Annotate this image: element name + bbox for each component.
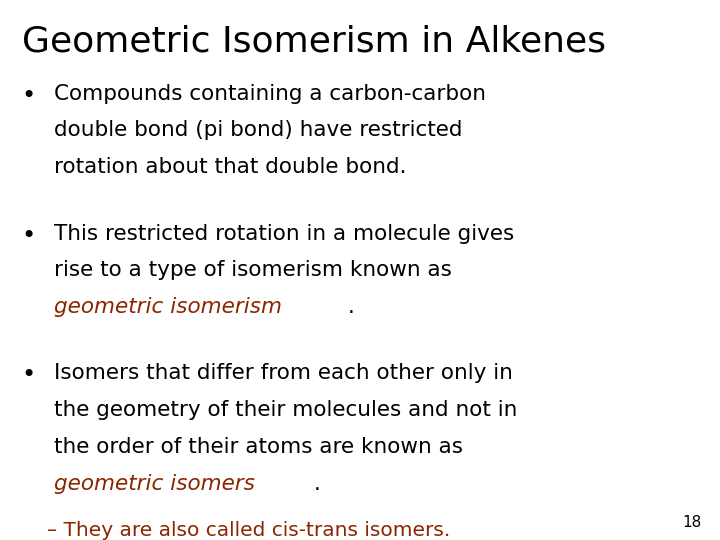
Text: .: . bbox=[313, 474, 320, 494]
Text: double bond (pi bond) have restricted: double bond (pi bond) have restricted bbox=[54, 120, 462, 140]
Text: This restricted rotation in a molecule gives: This restricted rotation in a molecule g… bbox=[54, 224, 514, 244]
Text: •: • bbox=[22, 224, 36, 247]
Text: the geometry of their molecules and not in: the geometry of their molecules and not … bbox=[54, 400, 518, 420]
Text: geometric isomers: geometric isomers bbox=[54, 474, 255, 494]
Text: .: . bbox=[348, 297, 355, 317]
Text: geometric isomerism: geometric isomerism bbox=[54, 297, 282, 317]
Text: rise to a type of isomerism known as: rise to a type of isomerism known as bbox=[54, 260, 452, 280]
Text: Isomers that differ from each other only in: Isomers that differ from each other only… bbox=[54, 363, 513, 383]
Text: Geometric Isomerism in Alkenes: Geometric Isomerism in Alkenes bbox=[22, 24, 606, 58]
Text: Compounds containing a carbon-carbon: Compounds containing a carbon-carbon bbox=[54, 84, 486, 104]
Text: – They are also called cis-trans isomers.: – They are also called cis-trans isomers… bbox=[47, 521, 450, 540]
Text: 18: 18 bbox=[683, 515, 702, 530]
Text: rotation about that double bond.: rotation about that double bond. bbox=[54, 157, 407, 177]
Text: •: • bbox=[22, 84, 36, 107]
Text: •: • bbox=[22, 363, 36, 387]
Text: the order of their atoms are known as: the order of their atoms are known as bbox=[54, 437, 463, 457]
